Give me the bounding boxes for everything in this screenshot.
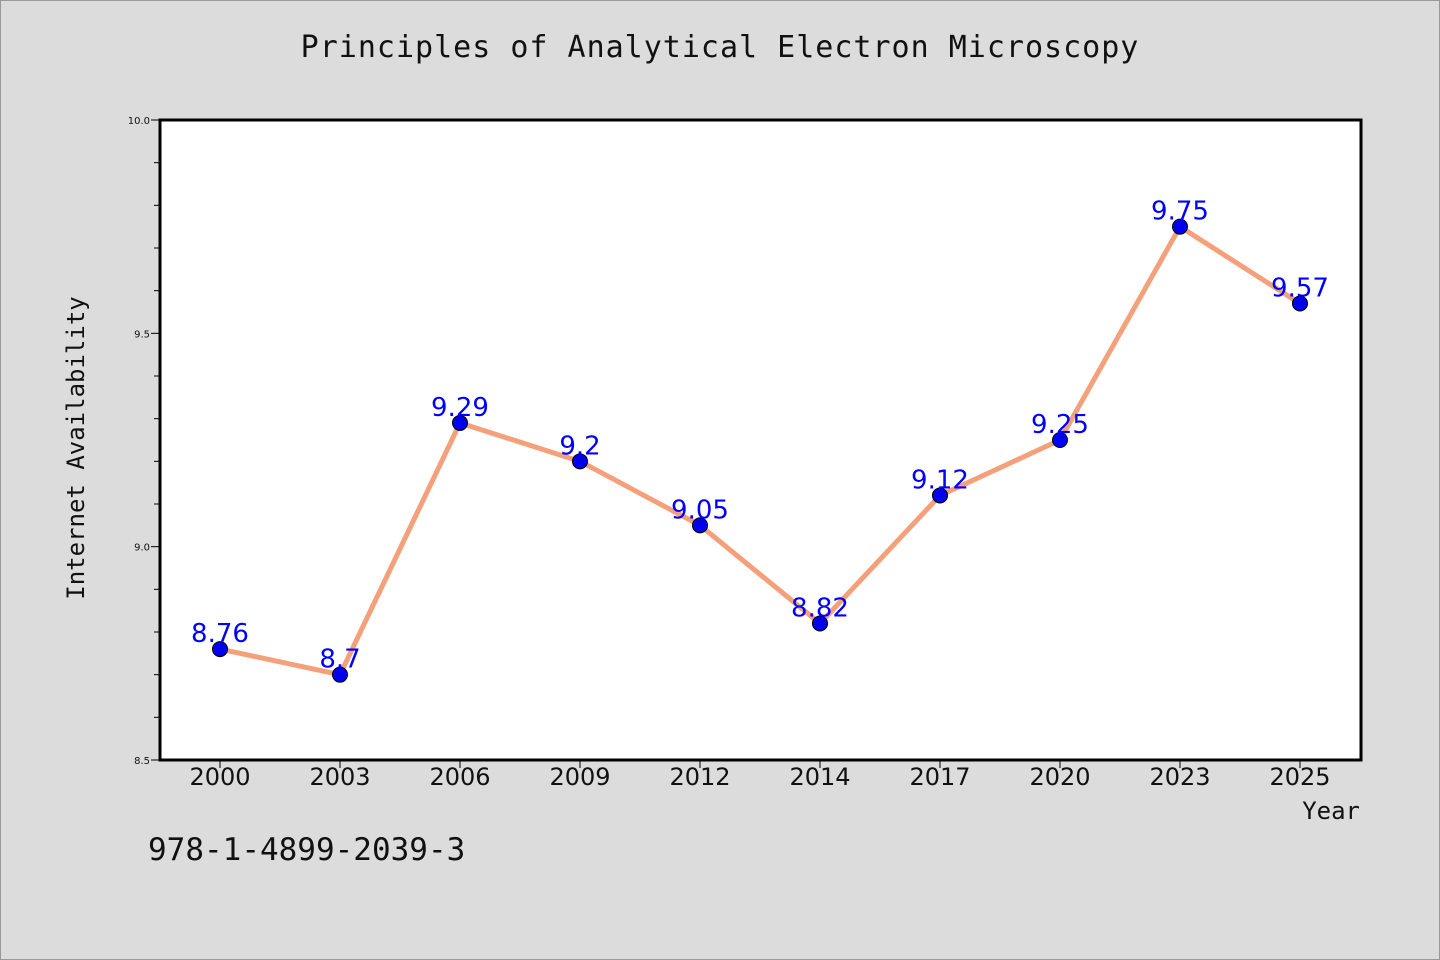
y-axis-title: Internet Availability xyxy=(62,296,90,599)
data-label: 9.29 xyxy=(431,393,489,423)
series-line xyxy=(217,224,1303,678)
x-tick-label: 2012 xyxy=(669,763,730,791)
data-label: 8.7 xyxy=(319,645,360,675)
data-label: 9.2 xyxy=(559,431,600,461)
x-tick-label: 2025 xyxy=(1269,763,1330,791)
x-tick-label: 2014 xyxy=(789,763,850,791)
data-label: 9.05 xyxy=(671,495,729,525)
y-axis-ticks: 8.5 9.0 9.5 10.0 xyxy=(128,116,160,767)
data-label: 9.12 xyxy=(911,465,969,495)
data-label: 8.76 xyxy=(191,619,249,649)
plot-area xyxy=(158,118,1363,762)
x-axis-ticks: 2000 2003 2006 2009 2012 2014 2017 2020 2023 2025 xyxy=(189,760,1331,791)
y-tick-label: 9.5 xyxy=(134,329,150,340)
isbn-label: 978-1-4899-2039-3 xyxy=(148,832,466,868)
data-point-marker xyxy=(1052,432,1068,448)
series-markers xyxy=(212,218,1308,683)
data-point-marker xyxy=(932,487,948,504)
x-tick-label: 2006 xyxy=(429,763,490,791)
chart-title: Principles of Analytical Electron Micros… xyxy=(300,30,1140,65)
data-point-marker xyxy=(692,517,708,534)
data-point-marker xyxy=(1172,218,1188,235)
data-point-marker xyxy=(812,615,828,632)
x-tick-label: 2017 xyxy=(909,763,970,791)
data-label: 9.57 xyxy=(1271,273,1329,303)
data-label: 9.75 xyxy=(1151,197,1209,227)
x-tick-label: 2020 xyxy=(1029,763,1090,791)
x-tick-label: 2003 xyxy=(309,763,370,791)
x-tick-label: 2000 xyxy=(189,763,250,791)
data-point-marker xyxy=(452,414,468,431)
data-point-marker xyxy=(212,641,228,658)
data-label: 9.25 xyxy=(1031,410,1089,440)
y-tick-label: 8.5 xyxy=(134,756,150,767)
x-tick-label: 2009 xyxy=(549,763,610,791)
x-tick-label: 2023 xyxy=(1149,763,1210,791)
data-label: 8.82 xyxy=(791,593,849,623)
x-axis-title: Year xyxy=(1302,797,1360,825)
data-point-marker xyxy=(332,666,348,683)
y-tick-label: 9.0 xyxy=(134,543,150,554)
data-point-marker xyxy=(1292,295,1308,312)
y-tick-label: 10.0 xyxy=(128,116,150,127)
data-labels: 8.76 8.7 9.29 9.2 9.05 8.82 9.12 9.25 9.75 9.57 xyxy=(191,197,1329,675)
data-point-marker xyxy=(572,453,588,470)
